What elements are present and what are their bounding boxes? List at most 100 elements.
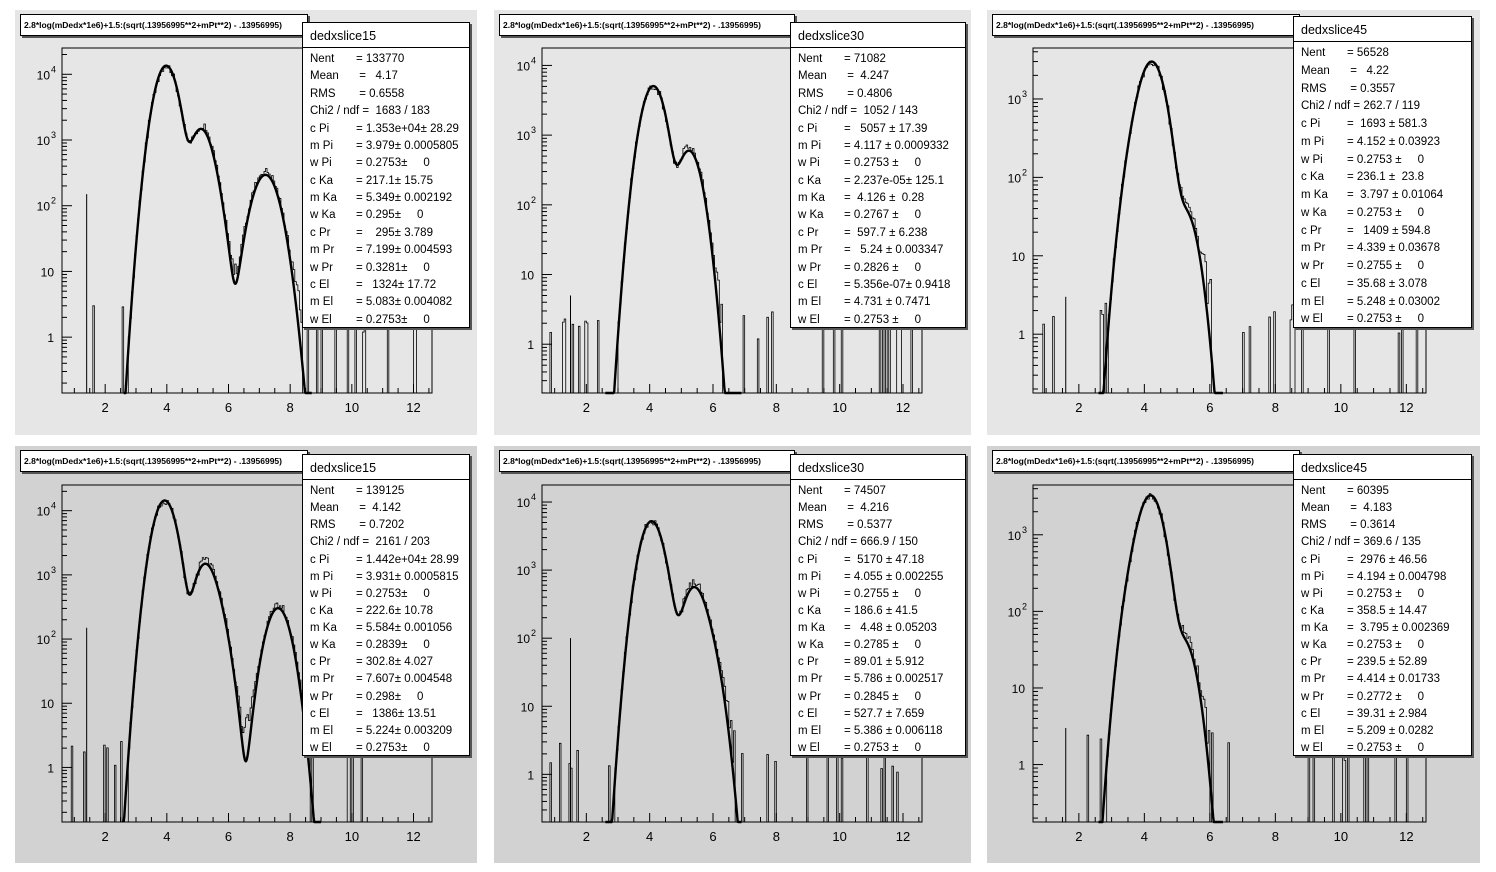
stats-value: = 1324± 17.72	[356, 278, 437, 291]
stats-label: m Pr	[310, 673, 335, 686]
stats-label: c El	[798, 707, 818, 720]
stats-row: w El = 0.2753 ± 0	[798, 311, 963, 327]
y-tick-label: 10	[521, 269, 535, 283]
stats-value: = 0.3281± 0	[356, 261, 430, 274]
stats-value: = 4.22	[1347, 64, 1389, 77]
y-tick-label: 10	[1008, 93, 1022, 107]
stats-row: w El = 0.2753± 0	[310, 739, 467, 755]
stats-row: m El = 5.248 ± 0.03002	[1301, 293, 1469, 311]
y-tick-label: 10	[521, 700, 535, 714]
stats-row: Chi2 / ndf = 666.9 / 150	[798, 533, 963, 551]
stats-value: = 222.6± 10.78	[356, 604, 433, 617]
stats-name: dedxslice45	[1294, 455, 1471, 480]
stats-label: w Pi	[1301, 587, 1323, 600]
stats-label: w El	[310, 313, 332, 326]
stats-row: c El = 39.31 ± 2.984	[1301, 705, 1469, 723]
stats-value: = 0.2845 ± 0	[844, 690, 921, 703]
stats-row: m Ka = 5.349± 0.002192	[310, 189, 467, 207]
stats-label: Nent	[1301, 485, 1326, 497]
stats-value: = 4.194 ± 0.004798	[1347, 570, 1447, 583]
stats-label: Nent	[798, 53, 823, 65]
stats-label: m El	[310, 724, 333, 737]
y-tick-label: 10	[517, 632, 531, 646]
stats-value: = 4.48 ± 0.05203	[844, 622, 937, 634]
stats-row: m Ka = 3.797 ± 0.01064	[1301, 186, 1469, 204]
stats-row: Chi2 / ndf = 1683 / 183	[310, 102, 467, 120]
plot-pad: 2 4 6 8 10 12 1 10 10 2 10 3 10 4 2.8*log(mDedx*1e6)+1…	[15, 10, 477, 435]
stats-row: m Pr = 7.607± 0.004548	[310, 670, 467, 688]
stats-label: Mean	[310, 70, 339, 83]
stats-label: c Pr	[310, 226, 331, 239]
stats-label: c Pr	[1301, 656, 1322, 669]
stats-row: c El = 1386± 13.51	[310, 705, 467, 723]
stats-value: = 4.152 ± 0.03923	[1347, 135, 1440, 148]
stats-row: w Ka = 0.2767 ± 0	[798, 206, 963, 224]
stats-label: RMS	[798, 87, 824, 100]
y-tick-label: 1	[1018, 759, 1025, 773]
stats-row: RMS = 0.3557	[1301, 80, 1469, 98]
y-tick-exponent: 3	[1022, 89, 1027, 99]
stats-label: m Ka	[1301, 622, 1328, 634]
stats-label: m Pi	[798, 570, 821, 583]
stats-row: c Pi = 2976 ± 46.56	[1301, 551, 1469, 569]
stats-label: w Ka	[310, 209, 336, 222]
stats-label: m Pi	[798, 139, 821, 152]
stats-value: = 0.2772 ± 0	[1347, 690, 1424, 703]
stats-row: m Pr = 4.339 ± 0.03678	[1301, 239, 1469, 257]
stats-label: m Ka	[310, 622, 337, 634]
x-tick-label: 4	[1141, 829, 1148, 844]
y-tick-label: 1	[527, 338, 534, 352]
stats-label: Nent	[310, 485, 335, 497]
stats-row: Nent = 60395	[1301, 482, 1469, 500]
stats-row: m Pi = 4.152 ± 0.03923	[1301, 133, 1469, 151]
stats-value: = 4.414 ± 0.01733	[1347, 673, 1440, 686]
stats-row: w Ka = 0.2753 ± 0	[1301, 636, 1469, 654]
x-tick-label: 8	[287, 400, 294, 415]
x-tick-label: 2	[102, 829, 109, 844]
stats-label: m El	[310, 296, 333, 309]
stats-label: m El	[1301, 724, 1324, 737]
stats-value: = 0.4806	[844, 87, 893, 100]
stats-label: m Pr	[798, 244, 823, 257]
stats-row: Mean = 4.142	[310, 499, 467, 517]
x-tick-label: 10	[832, 400, 846, 415]
stats-row: Nent = 133770	[310, 50, 467, 68]
x-tick-label: 12	[1399, 829, 1413, 844]
stats-label: m Pr	[310, 244, 335, 257]
stats-value: = 0.6558	[356, 87, 405, 100]
stats-label: w Ka	[310, 639, 336, 652]
stats-row: c Pi = 5057 ± 17.39	[798, 120, 963, 138]
stats-value: = 7.607± 0.004548	[356, 673, 453, 686]
x-tick-label: 6	[709, 400, 716, 415]
stats-value: = 4.731 ± 0.7471	[844, 296, 931, 309]
x-tick-label: 2	[1075, 829, 1082, 844]
stats-label: Mean	[798, 70, 827, 83]
stats-value: = 5.224± 0.003209	[356, 724, 453, 737]
stats-row: w El = 0.2753 ± 0	[798, 739, 963, 755]
stats-label: w Pi	[1301, 153, 1323, 166]
stats-row: Mean = 4.247	[798, 67, 963, 85]
stats-label: m Pi	[310, 570, 333, 583]
stats-value: = 0.2753 ± 0	[1347, 206, 1424, 219]
stats-value: = 1409 ± 594.8	[1347, 224, 1431, 237]
stats-row: w Pr = 0.2755 ± 0	[1301, 257, 1469, 275]
fit-curve	[122, 499, 322, 824]
y-tick-label: 1	[47, 761, 54, 775]
stats-value: = 5.349± 0.002192	[356, 192, 453, 204]
y-tick-exponent: 4	[531, 492, 536, 502]
stats-value: = 89.01 ± 5.912	[844, 656, 925, 669]
stats-row: m Pi = 3.979± 0.0005805	[310, 137, 467, 155]
stats-row: c El = 5.356e-07± 0.9418	[798, 276, 963, 294]
stats-value: = 5.786 ± 0.002517	[844, 673, 944, 686]
stats-value: = 0.2753± 0	[356, 587, 430, 600]
stats-label: m Ka	[1301, 189, 1328, 201]
fit-curve	[123, 64, 313, 395]
stats-label: c Ka	[310, 604, 334, 617]
fit-curve	[1097, 494, 1224, 824]
y-tick-label: 10	[1012, 682, 1026, 696]
y-tick-label: 10	[1012, 250, 1026, 264]
plot-title: 2.8*log(mDedx*1e6)+1.5:(sqrt(.13956995**…	[20, 14, 308, 36]
x-tick-label: 12	[406, 400, 420, 415]
plot-title: 2.8*log(mDedx*1e6)+1.5:(sqrt(.13956995**…	[499, 14, 795, 36]
stats-label: Chi2 / ndf	[310, 536, 360, 549]
